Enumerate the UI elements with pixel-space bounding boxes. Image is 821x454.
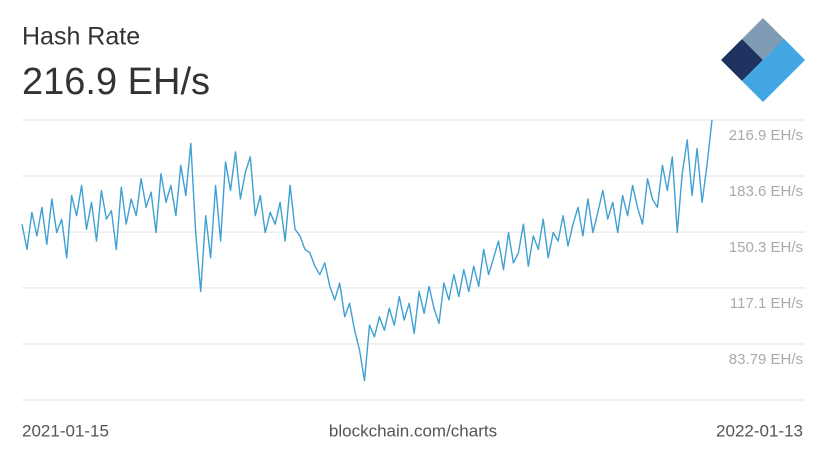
- current-value: 216.9 EH/s: [22, 61, 210, 103]
- logo: [721, 18, 805, 102]
- line: [21, 119, 713, 382]
- y-tick-label: 183.6 EH/s: [729, 183, 803, 200]
- source: blockchain.com/charts: [329, 421, 497, 440]
- y-tick-label: 117.1 EH/s: [730, 295, 803, 312]
- logo-piece: [742, 39, 805, 102]
- y-tick-label: 216.9 EH/s: [729, 127, 803, 144]
- y-tick-label: 83.79 EH/s: [729, 351, 803, 368]
- chart-title: Hash Rate: [22, 23, 140, 51]
- x-start-label: 2021-01-15: [22, 421, 109, 440]
- y-tick-label: 150.3 EH/s: [729, 239, 803, 256]
- x-end-label: 2022-01-13: [716, 421, 803, 440]
